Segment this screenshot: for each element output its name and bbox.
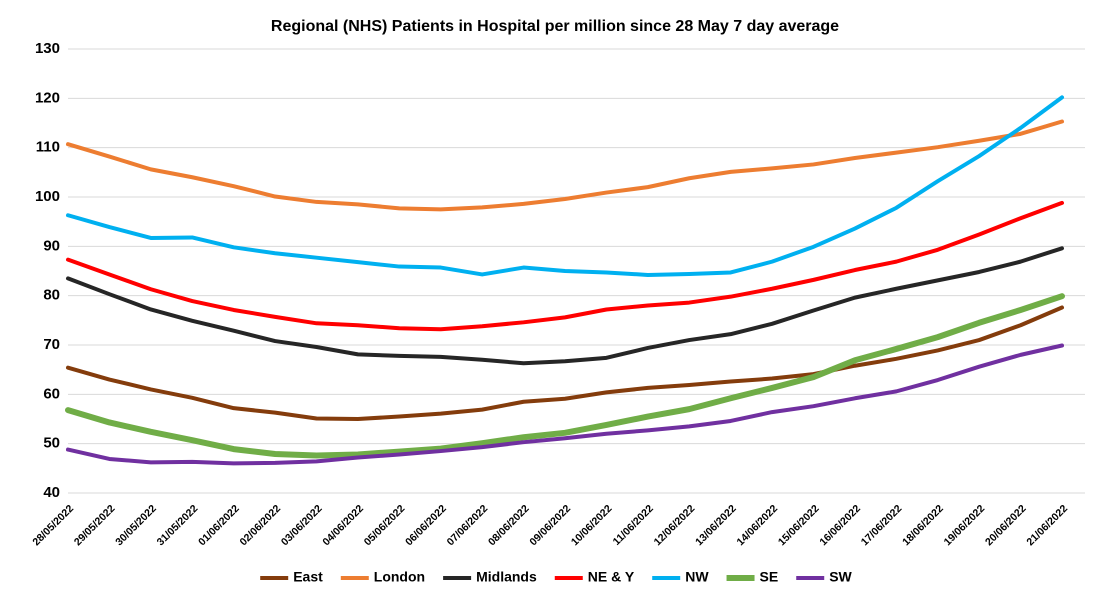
x-tick-label: 17/06/2022 <box>859 502 905 548</box>
x-tick-label: 02/06/2022 <box>238 502 284 548</box>
x-tick-label: 21/06/2022 <box>1024 502 1070 548</box>
series-line <box>66 305 1064 421</box>
legend-label: East <box>293 569 323 585</box>
legend-label: NW <box>685 569 709 585</box>
chart-title: Regional (NHS) Patients in Hospital per … <box>271 18 839 35</box>
y-tick-label: 60 <box>43 385 60 402</box>
series-line <box>66 95 1064 277</box>
y-tick-label: 50 <box>43 435 60 452</box>
series-line <box>66 200 1064 332</box>
x-tick-label: 12/06/2022 <box>652 502 698 548</box>
x-tick-label: 06/06/2022 <box>403 502 449 548</box>
x-tick-label: 14/06/2022 <box>735 502 781 548</box>
series-line <box>65 293 1065 459</box>
y-tick-label: 80 <box>43 287 60 304</box>
y-tick-label: 90 <box>43 237 60 254</box>
x-tick-label: 05/06/2022 <box>362 502 408 548</box>
x-tick-label: 31/05/2022 <box>155 502 201 548</box>
legend-label: Midlands <box>476 569 537 585</box>
x-tick-label: 13/06/2022 <box>693 502 739 548</box>
x-tick-label: 30/05/2022 <box>113 502 159 548</box>
x-tick-label: 28/05/2022 <box>30 502 76 548</box>
x-tick-label: 15/06/2022 <box>776 502 822 548</box>
y-tick-label: 110 <box>36 139 60 156</box>
x-tick-label: 10/06/2022 <box>569 502 615 548</box>
y-tick-label: 70 <box>43 336 60 353</box>
x-tick-label: 04/06/2022 <box>320 502 366 548</box>
x-tick-label: 07/06/2022 <box>445 502 491 548</box>
x-tick-label: 03/06/2022 <box>279 502 325 548</box>
y-tick-label: 100 <box>35 188 60 205</box>
series-line <box>66 119 1064 212</box>
legend-label: SW <box>829 569 852 585</box>
x-tick-label: 19/06/2022 <box>942 502 988 548</box>
y-tick-label: 130 <box>35 40 60 57</box>
x-tick-label: 11/06/2022 <box>611 502 656 547</box>
x-tick-label: 16/06/2022 <box>817 502 863 548</box>
legend-label: SE <box>760 569 779 585</box>
x-tick-label: 01/06/2022 <box>196 502 242 548</box>
y-tick-label: 40 <box>43 484 60 501</box>
x-tick-label: 29/05/2022 <box>72 502 118 548</box>
legend-label: London <box>374 569 425 585</box>
series-line <box>66 246 1064 366</box>
x-tick-label: 18/06/2022 <box>900 502 946 548</box>
series-line <box>66 343 1064 466</box>
x-tick-label: 20/06/2022 <box>983 502 1029 548</box>
x-tick-label: 09/06/2022 <box>527 502 573 548</box>
legend-label: NE & Y <box>588 569 635 585</box>
x-tick-label: 08/06/2022 <box>486 502 532 548</box>
y-tick-label: 120 <box>35 89 60 106</box>
